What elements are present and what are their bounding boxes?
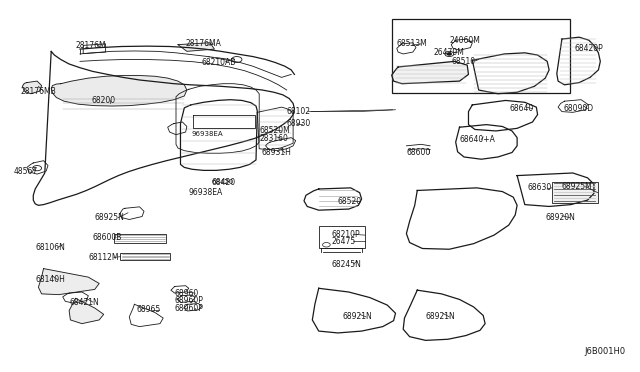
Text: 26479M: 26479M: [434, 48, 465, 57]
Text: 68925N: 68925N: [95, 213, 125, 222]
Text: 96938EA: 96938EA: [192, 131, 223, 137]
Text: J6B001H0: J6B001H0: [585, 347, 626, 356]
Text: 68102: 68102: [287, 107, 311, 116]
Text: 96938EA: 96938EA: [189, 188, 223, 197]
Text: 68510: 68510: [451, 57, 476, 65]
Text: 28176MB: 28176MB: [20, 87, 56, 96]
Circle shape: [447, 53, 451, 55]
Text: 68960: 68960: [174, 289, 198, 298]
Text: 68920N: 68920N: [545, 213, 575, 222]
Text: 68600: 68600: [406, 148, 431, 157]
Polygon shape: [38, 269, 99, 295]
Text: 28176MA: 28176MA: [186, 39, 221, 48]
Polygon shape: [51, 76, 187, 106]
Polygon shape: [392, 61, 468, 84]
Text: 68420P: 68420P: [575, 44, 604, 53]
Text: 68930: 68930: [287, 119, 311, 128]
Text: 68630: 68630: [528, 183, 552, 192]
Text: 68640+A: 68640+A: [460, 135, 495, 144]
Polygon shape: [22, 81, 42, 94]
Text: 68106N: 68106N: [35, 243, 65, 252]
Text: 68210P: 68210P: [332, 230, 360, 239]
Text: 68140H: 68140H: [35, 275, 65, 284]
Text: 24060M: 24060M: [449, 36, 480, 45]
Text: 68112M: 68112M: [88, 253, 119, 262]
Text: 68090D: 68090D: [563, 104, 593, 113]
Text: 68960P: 68960P: [174, 304, 203, 313]
Text: 48567: 48567: [14, 167, 38, 176]
Text: 68520M: 68520M: [259, 126, 290, 135]
Text: 68921N: 68921N: [342, 312, 372, 321]
Text: 68600B: 68600B: [93, 233, 122, 242]
Text: 68200: 68200: [92, 96, 116, 105]
Text: 68210AB: 68210AB: [202, 58, 236, 67]
Text: 68931H: 68931H: [261, 148, 291, 157]
Text: 68965: 68965: [136, 305, 161, 314]
Bar: [114, 234, 166, 243]
Text: 28176M: 28176M: [76, 41, 106, 50]
Text: 68960P: 68960P: [174, 296, 203, 305]
Text: 68640: 68640: [509, 104, 534, 113]
Text: 68925M: 68925M: [562, 182, 593, 191]
Text: 68245N: 68245N: [332, 260, 362, 269]
Text: 68513M: 68513M: [397, 39, 428, 48]
Text: 68520: 68520: [338, 197, 362, 206]
Text: 68921N: 68921N: [426, 312, 455, 321]
Polygon shape: [69, 298, 104, 324]
Bar: [319, 226, 365, 248]
Bar: [120, 253, 170, 260]
Text: 68420: 68420: [211, 179, 234, 185]
Polygon shape: [178, 43, 214, 51]
Text: 283160: 283160: [259, 134, 288, 143]
Bar: [552, 182, 598, 203]
Text: 68421N: 68421N: [69, 298, 99, 307]
Text: 26475: 26475: [332, 237, 356, 246]
Text: 68420: 68420: [211, 178, 236, 187]
Bar: [392, 19, 570, 93]
